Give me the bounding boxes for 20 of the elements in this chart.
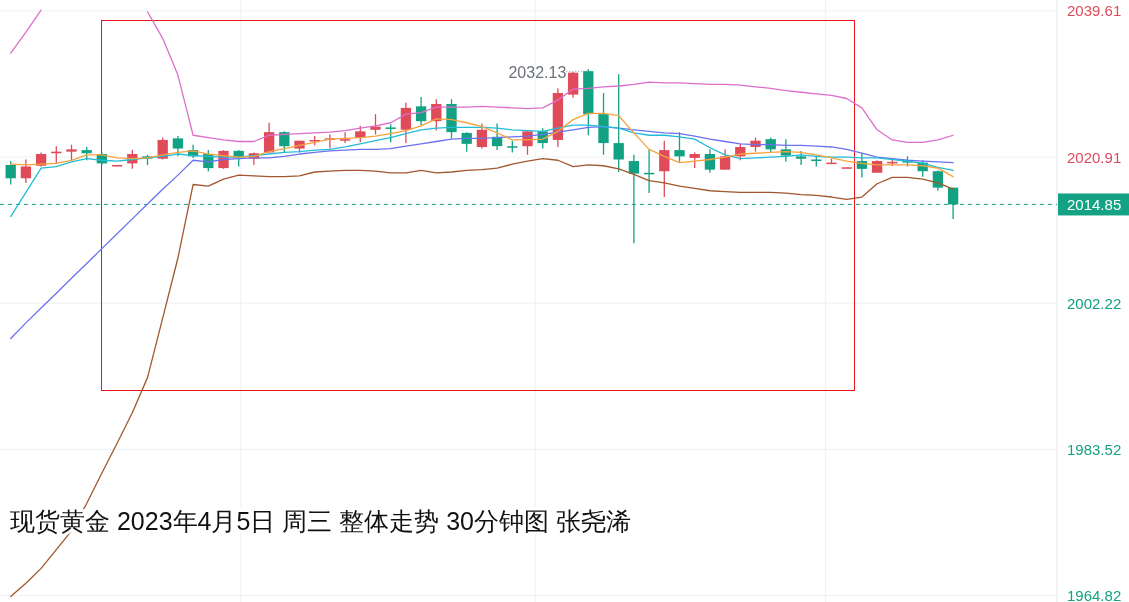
candlestick <box>719 148 731 171</box>
candlestick <box>339 131 351 144</box>
line-series <box>10 126 954 340</box>
candlestick <box>704 148 716 174</box>
line-series <box>10 124 954 218</box>
candlestick <box>20 158 32 184</box>
y-tick-label: 1964.82 <box>1067 587 1122 602</box>
candlestick <box>613 73 624 173</box>
annotation: 2032.13 <box>508 63 567 81</box>
candlestick <box>279 130 290 154</box>
y-tick-label: 2002.22 <box>1067 294 1122 312</box>
candlestick <box>370 113 381 136</box>
candlestick <box>674 131 685 163</box>
candlestick <box>795 150 807 166</box>
y-tick-label: 1983.52 <box>1067 440 1122 458</box>
y-tick-label: 2020.91 <box>1067 148 1122 166</box>
candlestick <box>5 160 16 186</box>
ref-line-label: 2014.85 <box>1067 195 1122 213</box>
y-tick-label: 2039.61 <box>1067 2 1122 20</box>
candlestick <box>172 135 184 158</box>
